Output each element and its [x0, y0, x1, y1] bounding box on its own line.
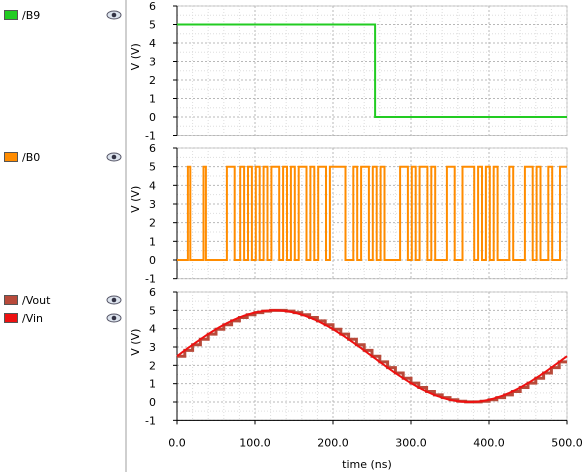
y-axis-title: V (V) [129, 329, 142, 356]
y-tick-label: 0 [149, 254, 156, 267]
eye-icon[interactable] [106, 9, 122, 21]
y-axis-title: V (V) [129, 186, 142, 213]
legend-label-b0: /B0 [22, 150, 41, 164]
series-line-b9 [177, 23, 567, 118]
y-tick-label: -1 [145, 273, 156, 286]
legend-label-b9: /B9 [22, 8, 41, 22]
y-tick-label: 4 [149, 37, 156, 50]
legend-swatch-vin [4, 313, 18, 323]
legend-item-vin[interactable]: /Vin [4, 311, 122, 325]
y-tick-label: 0 [149, 396, 156, 409]
y-tick-label: 1 [149, 235, 156, 248]
y-tick-label: 6 [149, 142, 156, 155]
y-tick-label: 0 [149, 111, 156, 124]
legend-item-b0[interactable]: /B0 [4, 150, 122, 164]
y-tick-label: -1 [145, 130, 156, 143]
x-axis-title: time (ns) [342, 458, 392, 471]
y-tick-label: 4 [149, 179, 156, 192]
panel-divider[interactable] [125, 0, 127, 472]
series-line-vin [176, 309, 568, 403]
y-tick-label: 2 [149, 217, 156, 230]
x-tick-label: 200.0 [317, 436, 349, 449]
x-tick-label: 100.0 [239, 436, 271, 449]
legend-swatch-b9 [4, 10, 18, 20]
legend-item-vout[interactable]: /Vout [4, 293, 122, 307]
y-tick-label: 1 [149, 378, 156, 391]
y-tick-label: 6 [149, 286, 156, 299]
y-tick-label: 3 [149, 198, 156, 211]
y-tick-label: 1 [149, 93, 156, 106]
legend-panel: /B9 /B0 /Vout /Vin [0, 0, 125, 472]
y-tick-label: 6 [149, 0, 156, 13]
legend-swatch-b0 [4, 152, 18, 162]
eye-icon[interactable] [106, 151, 122, 163]
series-line-b0 [177, 165, 567, 261]
y-axis-title: V (V) [129, 43, 142, 70]
x-tick-label: 500.0 [551, 436, 583, 449]
legend-label-vin: /Vin [22, 311, 44, 325]
legend-swatch-vout [4, 295, 18, 305]
y-tick-label: 5 [149, 19, 156, 32]
y-tick-label: 3 [149, 341, 156, 354]
legend-label-vout: /Vout [22, 293, 51, 307]
y-tick-label: 5 [149, 304, 156, 317]
y-tick-label: 5 [149, 161, 156, 174]
legend-item-b9[interactable]: /B9 [4, 8, 122, 22]
x-tick-label: 300.0 [395, 436, 427, 449]
eye-icon[interactable] [106, 312, 122, 324]
eye-icon[interactable] [106, 294, 122, 306]
x-tick-label: 0.0 [168, 436, 186, 449]
y-tick-label: 4 [149, 323, 156, 336]
y-tick-label: 2 [149, 74, 156, 87]
y-tick-label: 3 [149, 56, 156, 69]
x-tick-label: 400.0 [473, 436, 505, 449]
y-tick-label: 2 [149, 359, 156, 372]
y-tick-label: -1 [145, 414, 156, 427]
